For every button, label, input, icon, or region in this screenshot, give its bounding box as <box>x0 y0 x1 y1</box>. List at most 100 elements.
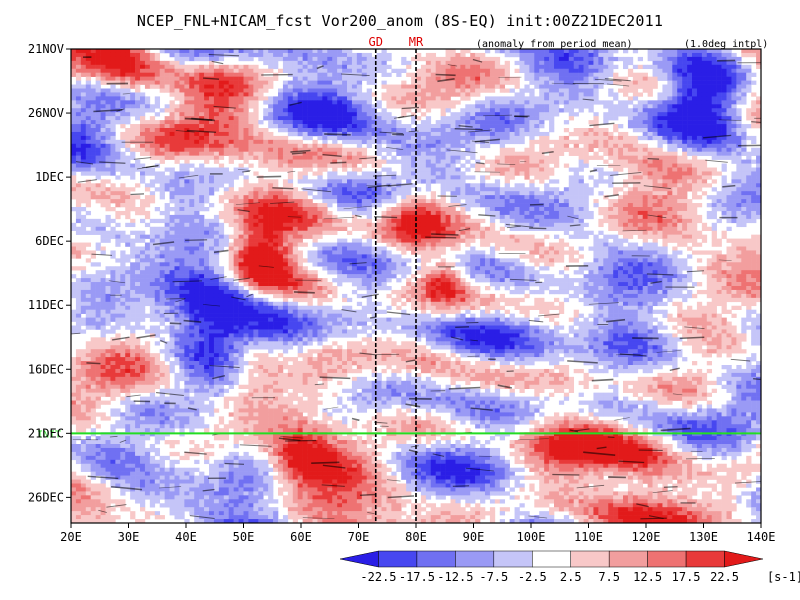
field-cell <box>351 104 358 109</box>
field-cell <box>366 214 372 220</box>
field-cell <box>667 56 673 62</box>
field-cell <box>100 179 106 184</box>
field-cell <box>263 183 269 188</box>
field-cell <box>223 116 230 121</box>
field-cell <box>534 159 540 164</box>
field-cell <box>721 167 727 172</box>
field-cell <box>130 203 136 208</box>
field-cell <box>179 135 185 141</box>
field-cell <box>401 88 407 93</box>
field-cell <box>135 163 141 168</box>
field-cell <box>95 183 101 188</box>
field-cell <box>312 147 318 152</box>
field-cell <box>130 195 136 200</box>
field-cell <box>194 64 200 70</box>
field-cell <box>411 195 417 200</box>
field-cell <box>75 116 82 121</box>
field-cell <box>159 171 165 176</box>
field-cell <box>539 210 545 216</box>
field-cell <box>731 68 737 73</box>
field-cell <box>278 96 284 101</box>
field-cell <box>746 207 752 212</box>
field-cell <box>140 143 146 149</box>
field-cell <box>588 108 594 113</box>
field-cell <box>144 64 151 70</box>
field-cell <box>228 135 234 141</box>
field-cell <box>711 72 717 77</box>
field-cell <box>637 175 644 180</box>
field-cell <box>140 167 146 172</box>
field-cell <box>647 199 653 204</box>
field-cell <box>519 128 525 133</box>
field-cell <box>135 100 141 105</box>
field-cell <box>662 207 668 212</box>
field-cell <box>243 139 249 145</box>
field-cell <box>223 207 230 212</box>
field-cell <box>287 155 294 160</box>
field-cell <box>682 104 688 109</box>
field-cell <box>80 116 87 121</box>
field-cell <box>563 108 570 113</box>
field-cell <box>529 80 535 85</box>
field-cell <box>450 128 456 133</box>
field-cell <box>563 49 570 54</box>
field-cell <box>351 187 358 192</box>
field-cell <box>632 135 639 141</box>
field-cell <box>499 195 506 200</box>
field-cell <box>657 167 663 172</box>
field-cell <box>322 96 328 101</box>
field-cell <box>460 112 466 117</box>
field-cell <box>332 214 338 220</box>
field-cell <box>401 207 407 212</box>
field-cell <box>706 128 713 133</box>
field-cell <box>169 183 175 188</box>
field-cell <box>209 187 215 192</box>
field-cell <box>406 175 412 180</box>
field-cell <box>692 64 698 70</box>
field-cell <box>401 199 407 204</box>
field-cell <box>179 147 185 152</box>
field-cell <box>391 96 397 101</box>
field-cell <box>534 171 540 176</box>
field-cell <box>504 104 510 109</box>
field-cell <box>282 135 289 141</box>
field-cell <box>632 88 639 93</box>
field-cell <box>356 108 363 113</box>
field-cell <box>144 143 151 149</box>
field-cell <box>361 191 368 196</box>
field-cell <box>627 210 634 216</box>
field-cell <box>302 147 308 152</box>
field-cell <box>110 187 116 192</box>
field-cell <box>425 131 432 137</box>
field-cell <box>179 88 185 93</box>
field-cell <box>130 56 136 62</box>
field-cell <box>85 143 92 149</box>
field-cell <box>504 167 510 172</box>
field-cell <box>135 147 141 152</box>
field-cell <box>228 155 234 160</box>
field-cell <box>282 84 289 89</box>
field-cell <box>593 124 599 129</box>
field-cell <box>524 163 530 168</box>
field-cell <box>445 64 451 70</box>
field-cell <box>416 96 422 101</box>
field-cell <box>184 76 190 81</box>
field-cell <box>278 56 284 62</box>
field-cell <box>322 135 328 141</box>
field-cell <box>751 100 757 105</box>
field-cell <box>642 76 648 81</box>
field-cell <box>376 159 382 164</box>
field-cell <box>741 210 747 216</box>
field-cell <box>682 108 688 113</box>
field-cell <box>342 52 348 58</box>
field-cell <box>342 135 348 141</box>
field-cell <box>706 131 713 137</box>
field-cell <box>519 183 525 188</box>
field-cell <box>223 195 230 200</box>
field-cell <box>716 151 722 156</box>
field-cell <box>455 124 461 129</box>
field-cell <box>558 191 565 196</box>
field-cell <box>361 68 368 73</box>
field-cell <box>396 159 402 164</box>
field-cell <box>351 84 358 89</box>
